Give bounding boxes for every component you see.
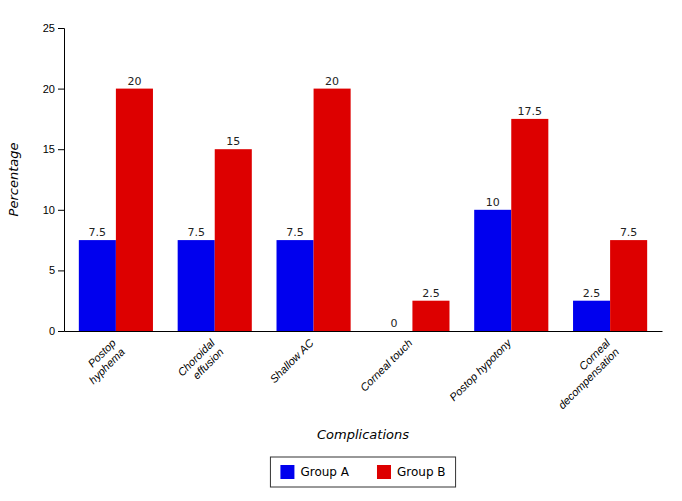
bar (511, 119, 548, 331)
bar (573, 301, 610, 331)
y-axis-line (58, 29, 65, 332)
y-tick-mark (58, 149, 64, 150)
data-label: 15 (226, 135, 240, 148)
x-axis: Postophyphema Choroidaleffusion Shallow AC… (65, 331, 663, 411)
x-tick-label-line: Postop hypotony (447, 336, 514, 403)
bar (314, 89, 351, 331)
x-tick-label: Postophyphema (78, 337, 127, 386)
bar (375, 331, 412, 332)
y-tick-mark (58, 89, 64, 90)
legend-label: Group B (397, 465, 446, 479)
legend: Group A Group B (270, 457, 455, 487)
y-tick: 5 (49, 264, 64, 276)
data-labels: 7.5 7.5 7.5 0 10 2.5 20 15 20 2.5 17.5 7.5 (89, 75, 638, 330)
y-tick-label: 10 (43, 204, 55, 216)
y-tick: 25 (43, 22, 64, 34)
legend-frame (270, 457, 455, 487)
data-label: 7.5 (286, 226, 304, 239)
data-label: 0 (390, 317, 397, 330)
x-tick-label-line: hyphema (86, 346, 126, 386)
data-label: 2.5 (583, 287, 601, 300)
y-axis: 0 5 10 15 20 25 (43, 22, 65, 337)
data-label: 17.5 (518, 105, 543, 118)
bar (116, 89, 153, 331)
x-tick-label: Corneal touch (358, 337, 415, 394)
x-tick: Choroidaleffusion (175, 331, 226, 387)
data-label: 20 (325, 75, 339, 88)
data-label: 20 (127, 75, 141, 88)
data-label: 10 (486, 196, 500, 209)
data-label: 2.5 (422, 287, 440, 300)
x-tick: Postophyphema (78, 331, 127, 386)
legend-swatch (377, 465, 391, 479)
y-tick-label: 20 (43, 83, 55, 95)
y-tick-label: 25 (43, 22, 55, 34)
x-tick-label-line: Shallow AC (267, 337, 315, 385)
x-tick-label: Postop hypotony (447, 336, 514, 403)
x-axis-line (65, 331, 663, 332)
bar (474, 210, 511, 331)
data-label: 7.5 (187, 226, 205, 239)
x-axis-title: Complications (317, 427, 409, 442)
y-tick-mark (58, 270, 64, 271)
x-tick-label: Choroidaleffusion (175, 336, 226, 387)
y-tick-mark (58, 28, 64, 29)
x-tick-label-line: Corneal touch (358, 337, 415, 394)
y-tick-label: 5 (49, 264, 55, 276)
legend-swatch (280, 465, 294, 479)
x-tick-label: Cornealdecompensation (547, 336, 622, 411)
y-tick-mark (58, 210, 64, 211)
x-tick: Cornealdecompensation (547, 331, 622, 411)
y-axis-title: Percentage (6, 143, 21, 217)
x-tick: Shallow AC (267, 331, 315, 385)
plot: 0 5 10 15 20 25 Postophyphema Choroidaleffusion… (43, 22, 663, 411)
y-tick-label: 15 (43, 143, 55, 155)
x-tick-label-line: decompensation (556, 346, 622, 412)
data-label: 7.5 (89, 226, 107, 239)
y-tick: 20 (43, 83, 64, 95)
y-tick-label: 0 (49, 325, 55, 337)
x-tick: Corneal touch (358, 331, 415, 394)
bar (178, 240, 215, 331)
x-tick: Postop hypotony (447, 331, 514, 403)
y-tick: 10 (43, 204, 64, 216)
chart: 0 5 10 15 20 25 Postophyphema Choroidaleffusion… (0, 0, 682, 501)
x-tick-label: Shallow AC (267, 337, 315, 385)
bar (215, 149, 252, 331)
y-tick: 0 (49, 325, 64, 337)
bar (79, 240, 116, 331)
bars (79, 89, 647, 331)
y-tick: 15 (43, 143, 64, 155)
bar (412, 301, 449, 331)
data-label: 7.5 (620, 226, 638, 239)
x-tick-label-line: effusion (190, 346, 226, 382)
bar (610, 240, 647, 331)
legend-label: Group A (300, 465, 349, 479)
y-tick-mark (58, 331, 64, 332)
bar (277, 240, 314, 331)
